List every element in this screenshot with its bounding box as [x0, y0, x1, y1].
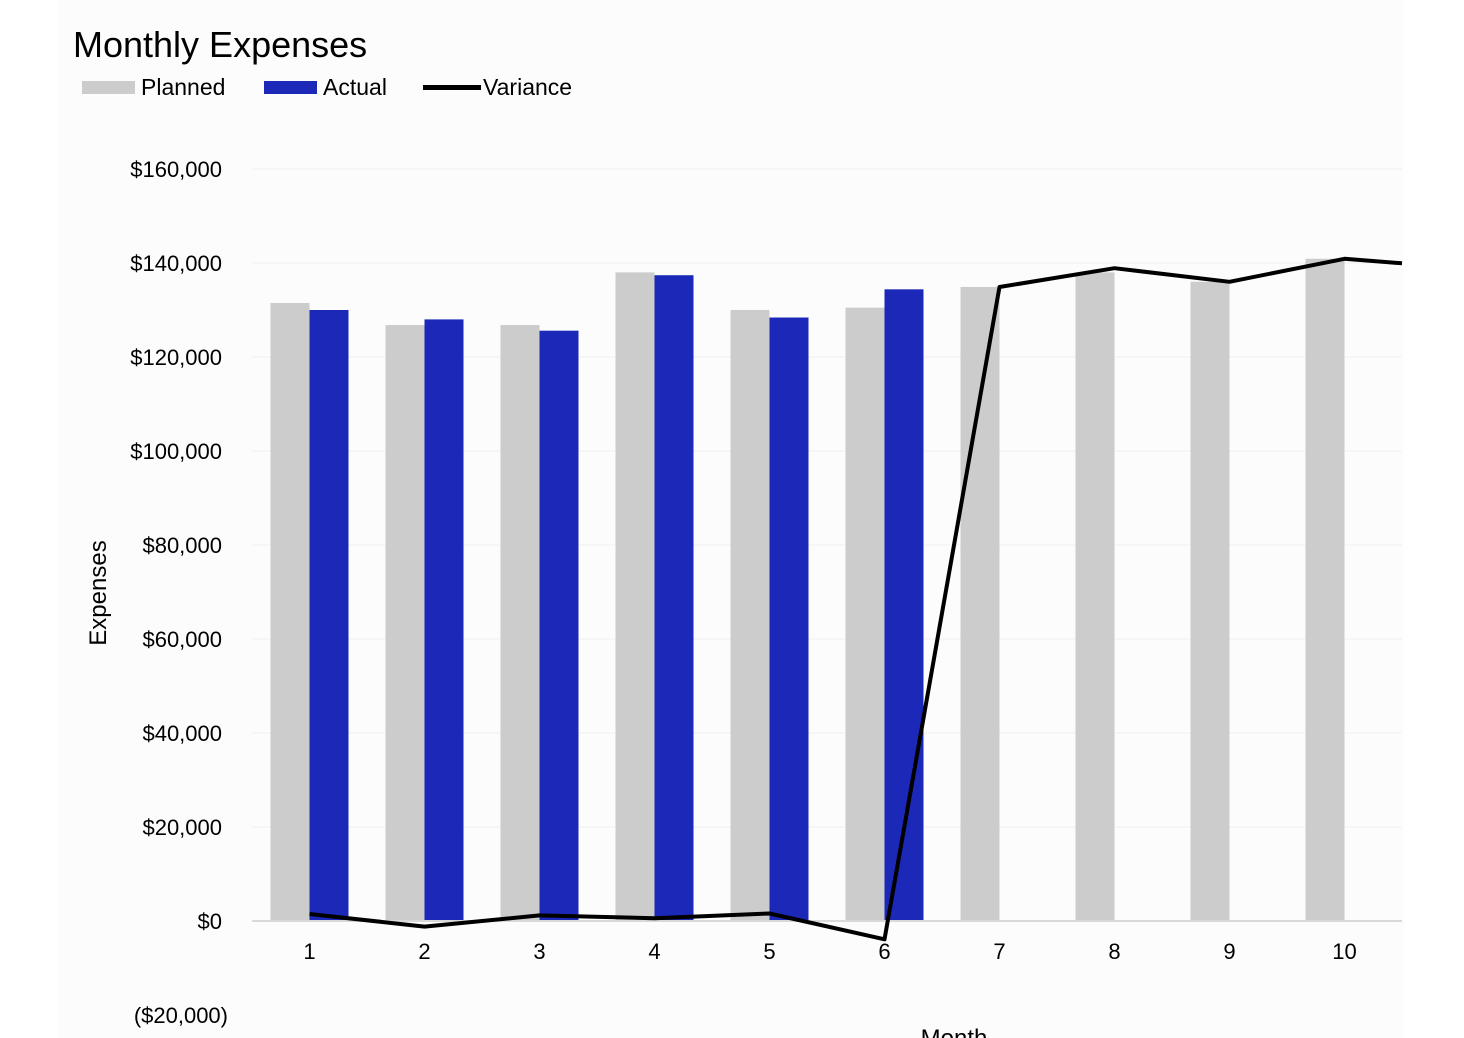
bar-planned [615, 272, 655, 921]
bar-actual [884, 289, 924, 921]
bar-planned [1075, 272, 1115, 921]
bar-actual [539, 330, 579, 921]
y-tick-label: $160,000 [130, 157, 222, 182]
legend-label-planned: Planned [141, 73, 226, 100]
bar-actual [769, 317, 809, 921]
bar-actual [309, 310, 349, 921]
x-tick-label: 10 [1332, 939, 1356, 964]
legend-label-actual: Actual [323, 73, 387, 100]
legend-swatch-planned [82, 80, 135, 94]
y-tick-label: $140,000 [130, 251, 222, 276]
bar-planned [385, 325, 425, 921]
bar-planned [1190, 281, 1230, 921]
x-tick-label: 8 [1108, 939, 1120, 964]
x-axis-label: Month [921, 1025, 988, 1038]
x-tick-label: 2 [418, 939, 430, 964]
y-axis-ticks: $0 $20,000 $40,000 $60,000 $80,000 $100,000 $1… [130, 157, 222, 934]
legend-item-actual: Actual [264, 72, 387, 102]
y-tick-label: $100,000 [130, 439, 222, 464]
legend-swatch-actual [264, 80, 317, 94]
chart-title: Monthly Expenses [73, 24, 368, 65]
bars [270, 258, 1345, 922]
y-axis-label: Expenses [85, 540, 112, 645]
bar-planned [845, 307, 885, 921]
x-tick-label: 6 [878, 939, 890, 964]
bar-actual [654, 275, 694, 922]
x-tick-label: 4 [648, 939, 660, 964]
x-tick-label: 5 [763, 939, 775, 964]
legend-label-variance: Variance [483, 73, 573, 100]
legend-item-variance: Variance [423, 72, 572, 102]
x-tick-label: 3 [533, 939, 545, 964]
y-tick-label: $0 [198, 909, 222, 934]
y-tick-label: $80,000 [142, 533, 222, 558]
x-tick-label: 7 [993, 939, 1005, 964]
y-tick-label: $40,000 [142, 721, 222, 746]
y-tick-label: $60,000 [142, 627, 222, 652]
bar-planned [730, 310, 770, 921]
bar-planned [960, 286, 1000, 922]
legend-swatch-variance [423, 84, 481, 90]
x-axis-ticks: 1 2 3 4 5 6 7 8 9 10 [303, 939, 1356, 964]
y-tick-negative: ($20,000) [134, 1003, 228, 1028]
variance-line [309, 256, 1403, 942]
bar-planned [270, 302, 310, 921]
bar-actual [424, 319, 464, 921]
y-tick-label: $20,000 [142, 815, 222, 840]
x-tick-label: 1 [303, 939, 315, 964]
y-tick-label: $120,000 [130, 345, 222, 370]
x-tick-label: 9 [1223, 939, 1235, 964]
bar-planned [1305, 258, 1345, 921]
bar-planned [500, 325, 540, 921]
legend-item-planned: Planned [82, 72, 225, 102]
